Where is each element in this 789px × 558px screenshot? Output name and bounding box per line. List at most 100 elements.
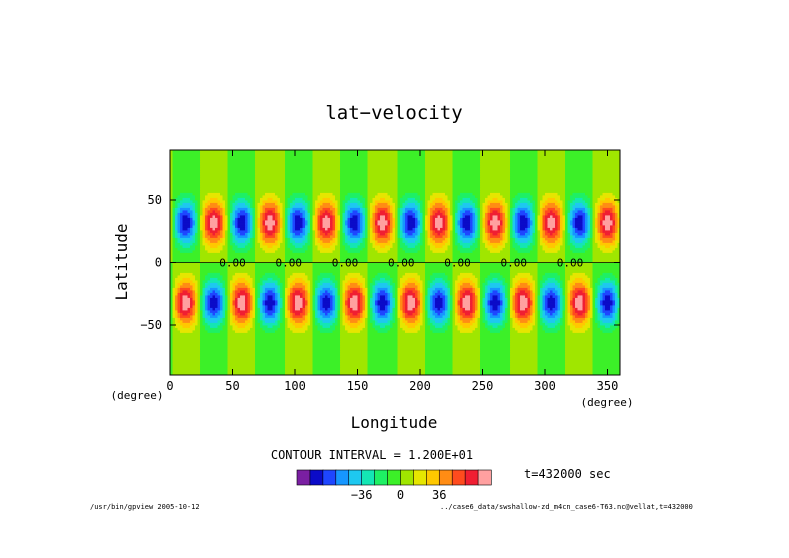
heatmap-cell — [288, 338, 291, 341]
heatmap-cell — [578, 325, 581, 328]
heatmap-cell — [278, 320, 281, 323]
heatmap-cell — [468, 335, 471, 338]
heatmap-cell — [185, 330, 188, 333]
heatmap-cell — [345, 305, 348, 308]
heatmap-cell — [495, 325, 498, 328]
heatmap-cell — [555, 335, 558, 338]
heatmap-cell — [353, 330, 356, 333]
heatmap-cell — [473, 338, 476, 341]
heatmap-cell — [380, 328, 383, 331]
heatmap-cell — [175, 358, 178, 361]
heatmap-cell — [368, 370, 371, 373]
heatmap-cell — [370, 338, 373, 341]
heatmap-cell — [328, 308, 331, 311]
heatmap-cell — [488, 313, 491, 316]
heatmap-cell — [495, 345, 498, 348]
heatmap-cell — [430, 333, 433, 336]
heatmap-cell — [343, 330, 346, 333]
heatmap-cell — [463, 335, 466, 338]
heatmap-cell — [385, 325, 388, 328]
heatmap-cell — [235, 310, 238, 313]
heatmap-cell — [520, 323, 523, 326]
heatmap-cell — [503, 358, 506, 361]
heatmap-cell — [595, 343, 598, 346]
heatmap-cell — [365, 313, 368, 316]
heatmap-cell — [615, 343, 618, 346]
heatmap-cell — [448, 343, 451, 346]
heatmap-cell — [468, 360, 471, 363]
heatmap-cell — [270, 345, 273, 348]
heatmap-cell — [413, 323, 416, 326]
heatmap-cell — [565, 330, 568, 333]
heatmap-cell — [188, 348, 191, 351]
heatmap-cell — [593, 308, 596, 311]
heatmap-cell — [315, 368, 318, 371]
heatmap-cell — [313, 350, 316, 353]
heatmap-cell — [420, 323, 423, 326]
heatmap-cell — [340, 323, 343, 326]
heatmap-cell — [313, 305, 316, 308]
heatmap-cell — [238, 335, 241, 338]
heatmap-cell — [180, 318, 183, 321]
heatmap-cell — [523, 308, 526, 311]
heatmap-cell — [345, 360, 348, 363]
heatmap-cell — [288, 345, 291, 348]
heatmap-cell — [313, 323, 316, 326]
heatmap-cell — [613, 350, 616, 353]
heatmap-cell — [228, 310, 231, 313]
heatmap-cell — [390, 305, 393, 308]
heatmap-cell — [415, 313, 418, 316]
heatmap-cell — [458, 360, 461, 363]
heatmap-cell — [450, 305, 453, 308]
heatmap-cell — [335, 328, 338, 331]
heatmap-cell — [468, 350, 471, 353]
heatmap-cell — [345, 355, 348, 358]
heatmap-cell — [225, 353, 228, 356]
heatmap-cell — [260, 340, 263, 343]
heatmap-cell — [533, 353, 536, 356]
heatmap-cell — [550, 368, 553, 371]
heatmap-cell — [420, 328, 423, 331]
heatmap-cell — [563, 365, 566, 368]
heatmap-cell — [515, 333, 518, 336]
heatmap-cell — [230, 308, 233, 311]
heatmap-cell — [608, 328, 611, 331]
heatmap-cell — [255, 360, 258, 363]
heatmap-cell — [225, 318, 228, 321]
heatmap-cell — [610, 365, 613, 368]
heatmap-cell — [463, 320, 466, 323]
heatmap-cell — [260, 363, 263, 366]
heatmap-cell — [315, 320, 318, 323]
heatmap-cell — [445, 315, 448, 318]
heatmap-cell — [318, 320, 321, 323]
heatmap-cell — [180, 343, 183, 346]
heatmap-cell — [255, 348, 258, 351]
heatmap-cell — [590, 313, 593, 316]
heatmap-cell — [185, 310, 188, 313]
heatmap-cell — [178, 340, 181, 343]
heatmap-cell — [415, 333, 418, 336]
heatmap-cell — [238, 333, 241, 336]
heatmap-cell — [223, 325, 226, 328]
heatmap-cell — [398, 323, 401, 326]
heatmap-cell — [365, 355, 368, 358]
heatmap-cell — [330, 353, 333, 356]
heatmap-cell — [270, 323, 273, 326]
heatmap-cell — [175, 363, 178, 366]
heatmap-cell — [385, 353, 388, 356]
heatmap-cell — [225, 345, 228, 348]
heatmap-cell — [515, 323, 518, 326]
heatmap-cell — [563, 338, 566, 341]
heatmap-cell — [405, 305, 408, 308]
heatmap-cell — [400, 348, 403, 351]
heatmap-cell — [235, 348, 238, 351]
heatmap-cell — [175, 328, 178, 331]
heatmap-cell — [540, 335, 543, 338]
heatmap-cell — [533, 333, 536, 336]
heatmap-cell — [310, 348, 313, 351]
heatmap-cell — [590, 325, 593, 328]
heatmap-cell — [270, 305, 273, 308]
heatmap-cell — [555, 313, 558, 316]
heatmap-cell — [245, 350, 248, 353]
heatmap-cell — [493, 368, 496, 371]
